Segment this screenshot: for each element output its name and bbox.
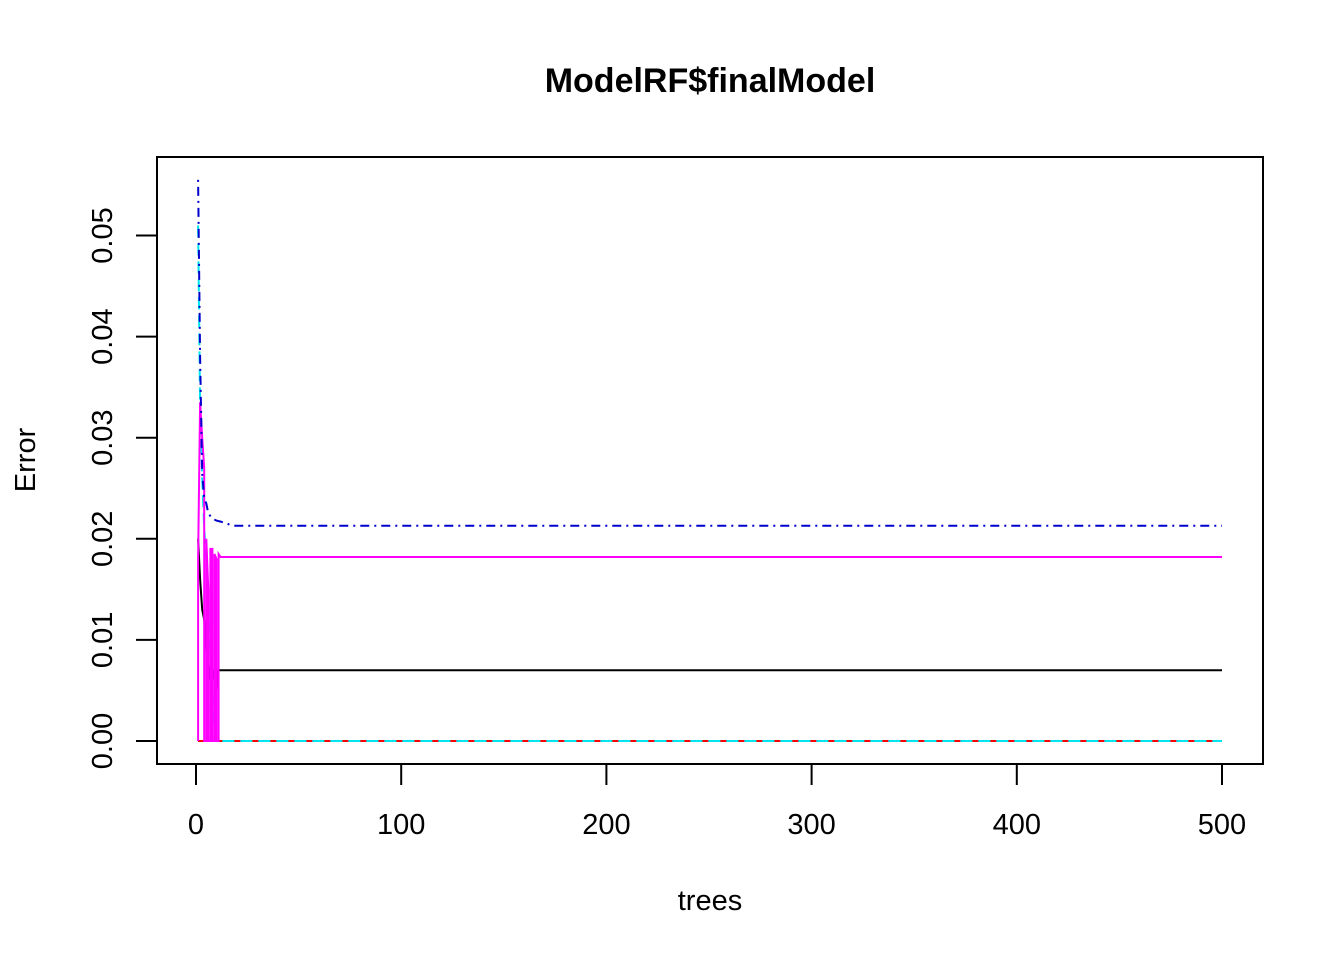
- x-tick-label: 500: [1198, 809, 1246, 841]
- x-tick-label: 100: [377, 809, 425, 841]
- chart-title: ModelRF$finalModel: [545, 62, 876, 100]
- x-tick-label: 400: [993, 809, 1041, 841]
- y-tick-label: 0.02: [87, 511, 119, 567]
- y-tick-label: 0.01: [87, 612, 119, 668]
- series-layer: [197, 179, 1222, 742]
- x-tick-label: 0: [188, 809, 204, 841]
- y-tick-label: 0.03: [87, 409, 119, 465]
- x-axis: 0 100 200 300 400 500: [188, 763, 1246, 841]
- y-axis-label: Error: [10, 427, 42, 492]
- series-line-1: [197, 179, 1222, 527]
- series-line-4: [197, 225, 1222, 742]
- plot-frame: [156, 156, 1264, 765]
- x-tick-label: 200: [582, 809, 630, 841]
- y-tick-label: 0.05: [87, 207, 119, 263]
- x-axis-label: trees: [678, 885, 742, 917]
- y-tick-label: 0.00: [87, 713, 119, 769]
- series-line-2: [197, 402, 1222, 742]
- y-axis: 0.00 0.01 0.02 0.03 0.04 0.05: [87, 207, 158, 769]
- x-tick-label: 300: [787, 809, 835, 841]
- y-tick-label: 0.04: [87, 308, 119, 364]
- series-line-3: [197, 538, 1222, 691]
